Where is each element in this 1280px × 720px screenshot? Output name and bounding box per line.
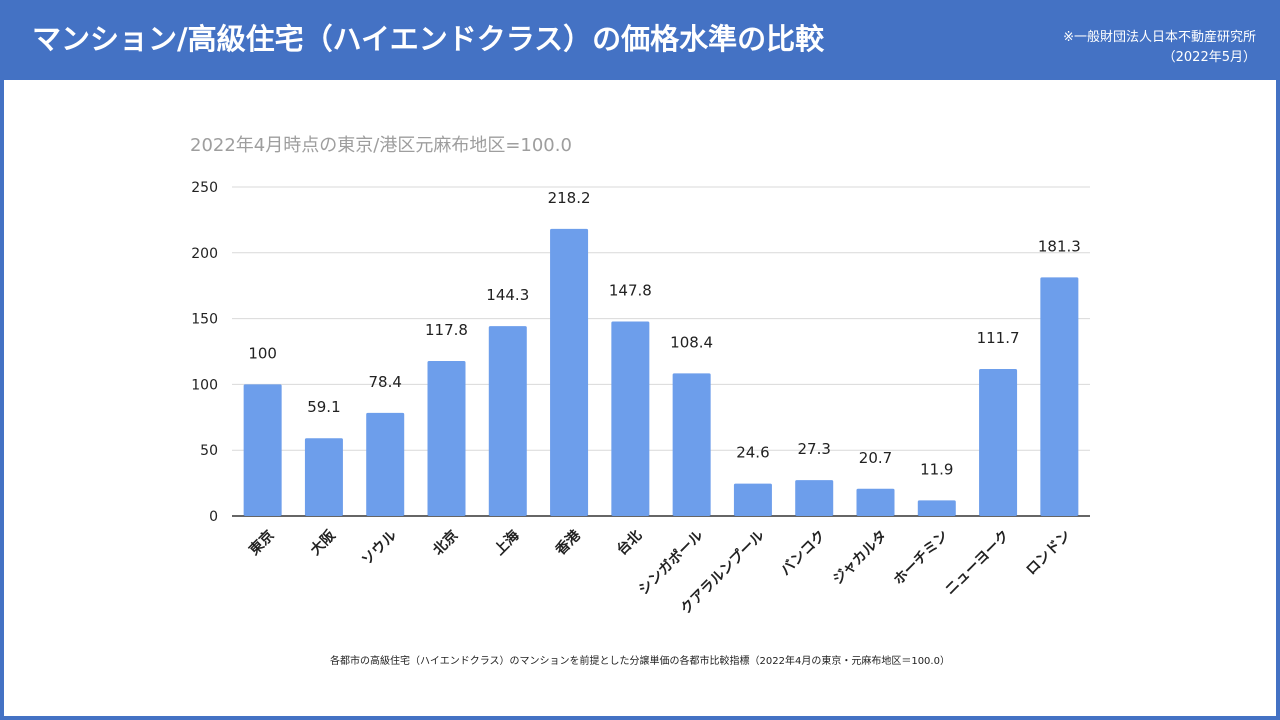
y-tick-label: 150 (191, 312, 218, 328)
bar (611, 321, 650, 516)
value-label: 100 (248, 344, 277, 362)
value-label: 78.4 (369, 373, 402, 391)
category-label: 北京 (430, 527, 462, 559)
y-tick-label: 200 (191, 246, 218, 262)
bar (304, 438, 343, 516)
page-title: マンション/高級住宅（ハイエンドクラス）の価格水準の比較 (32, 22, 825, 56)
category-label: ロンドン (1023, 528, 1074, 579)
grid-lines (232, 186, 1090, 517)
value-label: 218.2 (548, 189, 591, 207)
value-label: 117.8 (425, 321, 468, 339)
source-line-1: ※一般財団法人日本不動産研究所 (1063, 30, 1256, 45)
bar (488, 326, 527, 516)
bar (733, 483, 772, 516)
category-label: ソウル (359, 528, 400, 569)
value-labels: 100 59.1 78.4 117.8 144.3 218.2 147.8 108.4 24.6… (248, 189, 1081, 478)
y-tick-label: 50 (200, 443, 218, 459)
bar (427, 360, 466, 516)
bar (243, 384, 282, 516)
category-label: ホーチミン (891, 528, 952, 589)
value-label: 147.8 (609, 281, 652, 299)
bar (1040, 277, 1079, 516)
value-label: 144.3 (486, 286, 529, 304)
value-label: 59.1 (307, 398, 340, 416)
category-label: ニューヨーク (942, 528, 1013, 599)
header-bar: マンション/高級住宅（ハイエンドクラス）の価格水準の比較 ※一般財団法人日本不動… (0, 0, 1280, 80)
value-label: 20.7 (859, 449, 892, 467)
category-label: 上海 (491, 527, 523, 559)
y-tick-label: 100 (191, 377, 218, 393)
value-label: 181.3 (1038, 237, 1081, 255)
source-line-2: （2022年5月） (1162, 50, 1256, 65)
category-label: 台北 (613, 527, 645, 559)
category-label: 東京 (246, 527, 278, 559)
category-label: 香港 (551, 526, 584, 559)
source-note: ※一般財団法人日本不動産研究所 （2022年5月） (1063, 28, 1256, 68)
bar (856, 488, 895, 516)
value-label: 108.4 (670, 333, 713, 351)
bar (366, 412, 405, 516)
category-label: 大阪 (307, 526, 340, 559)
bar (550, 228, 589, 516)
value-label: 24.6 (736, 444, 769, 462)
value-label: 27.3 (798, 440, 831, 458)
bar (917, 500, 956, 516)
y-axis-ticks: 0 50 100 150 200 250 (191, 180, 218, 525)
category-label: バンコク (778, 528, 829, 579)
y-tick-label: 250 (191, 180, 218, 196)
bars (243, 228, 1079, 516)
bar (672, 373, 711, 516)
category-label: ジャカルタ (830, 528, 890, 588)
bar (979, 369, 1018, 516)
chart-subtitle: 2022年4月時点の東京/港区元麻布地区=100.0 (190, 135, 572, 156)
value-label: 11.9 (920, 460, 953, 478)
y-tick-label: 0 (209, 509, 218, 525)
footnote: 各都市の高級住宅（ハイエンドクラス）のマンションを前提とした分譲単価の各都市比較… (330, 656, 950, 667)
value-label: 111.7 (977, 329, 1020, 347)
bar (795, 480, 834, 516)
